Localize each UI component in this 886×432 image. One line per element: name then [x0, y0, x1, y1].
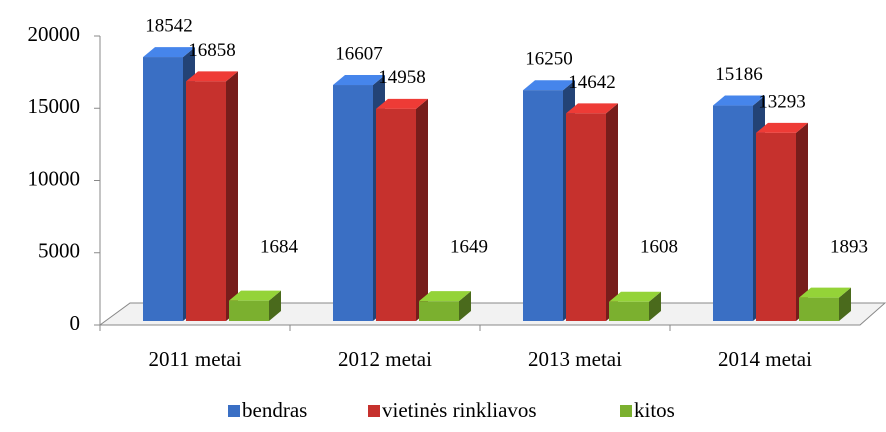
bar-top: [376, 98, 428, 109]
value-label: 1649: [450, 236, 488, 257]
bar-top: [609, 291, 661, 302]
legend-swatch: [368, 405, 380, 417]
bar: [419, 301, 459, 321]
bar-top: [713, 95, 765, 106]
x-tick-label: 2011 metai: [148, 347, 241, 371]
bar-top: [566, 103, 618, 114]
value-label: 1608: [640, 236, 678, 257]
bar-side: [459, 291, 471, 321]
legend-swatch: [620, 405, 632, 417]
bar-top: [186, 71, 238, 82]
bar-side: [416, 98, 428, 321]
legend-swatch: [228, 405, 240, 417]
value-label: 14642: [568, 72, 616, 93]
bar: [143, 57, 183, 321]
y-tick-label: 0: [70, 311, 81, 335]
bar-side: [649, 291, 661, 321]
value-label: 14958: [378, 67, 426, 88]
bar: [799, 297, 839, 321]
bar-top: [799, 287, 851, 298]
y-tick-label: 10000: [28, 166, 81, 190]
bar-side: [269, 290, 281, 321]
bar-top: [756, 122, 808, 133]
bar-top: [333, 75, 385, 86]
bar: [523, 90, 563, 321]
x-tick-label: 2013 metai: [528, 347, 622, 371]
bar: [186, 81, 226, 321]
value-label: 16858: [188, 40, 236, 61]
legend-label: kitos: [634, 398, 675, 422]
value-label: 18542: [145, 15, 193, 36]
bar: [713, 105, 753, 321]
bar-top: [523, 80, 575, 91]
bar-side: [606, 103, 618, 322]
value-label: 1684: [260, 236, 299, 257]
bar: [609, 301, 649, 321]
y-tick-label: 5000: [38, 239, 80, 263]
y-tick-label: 15000: [28, 94, 81, 118]
value-label: 1893: [830, 236, 868, 257]
y-tick-label: 20000: [28, 22, 81, 46]
x-tick-label: 2012 metai: [338, 347, 432, 371]
bar-side: [839, 287, 851, 321]
bar-side: [226, 71, 238, 321]
bar-side: [796, 122, 808, 321]
bar: [376, 108, 416, 321]
bar-top: [143, 47, 195, 58]
bar-top: [419, 291, 471, 302]
bar: [756, 132, 796, 321]
x-tick-label: 2014 metai: [718, 347, 812, 371]
bar-top: [229, 290, 281, 301]
bar: [333, 85, 373, 322]
value-label: 16607: [335, 43, 383, 64]
bar: [566, 113, 606, 322]
bar: [229, 300, 269, 321]
value-label: 15186: [715, 64, 763, 85]
legend-label: bendras: [242, 398, 307, 422]
value-label: 16250: [525, 49, 573, 70]
legend-label: vietinės rinkliavos: [382, 398, 537, 422]
value-label: 13293: [758, 91, 806, 112]
